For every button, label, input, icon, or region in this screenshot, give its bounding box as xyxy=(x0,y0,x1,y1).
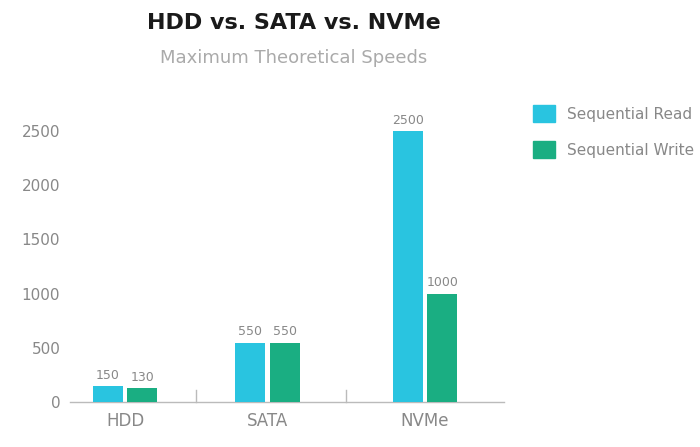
Text: 2500: 2500 xyxy=(392,114,424,127)
Text: 130: 130 xyxy=(131,371,155,384)
Text: 1000: 1000 xyxy=(426,276,459,289)
Bar xyxy=(235,342,265,402)
Text: 550: 550 xyxy=(238,325,262,338)
Text: Maximum Theoretical Speeds: Maximum Theoretical Speeds xyxy=(160,49,428,67)
Bar xyxy=(270,342,300,402)
Legend: Sequential Read, Sequential Write: Sequential Read, Sequential Write xyxy=(526,97,700,166)
Bar xyxy=(127,388,158,402)
Bar xyxy=(93,386,123,402)
Text: 150: 150 xyxy=(96,369,120,382)
Text: HDD vs. SATA vs. NVMe: HDD vs. SATA vs. NVMe xyxy=(147,13,441,34)
Bar xyxy=(427,294,457,402)
Text: 550: 550 xyxy=(272,325,297,338)
Bar xyxy=(393,131,423,402)
